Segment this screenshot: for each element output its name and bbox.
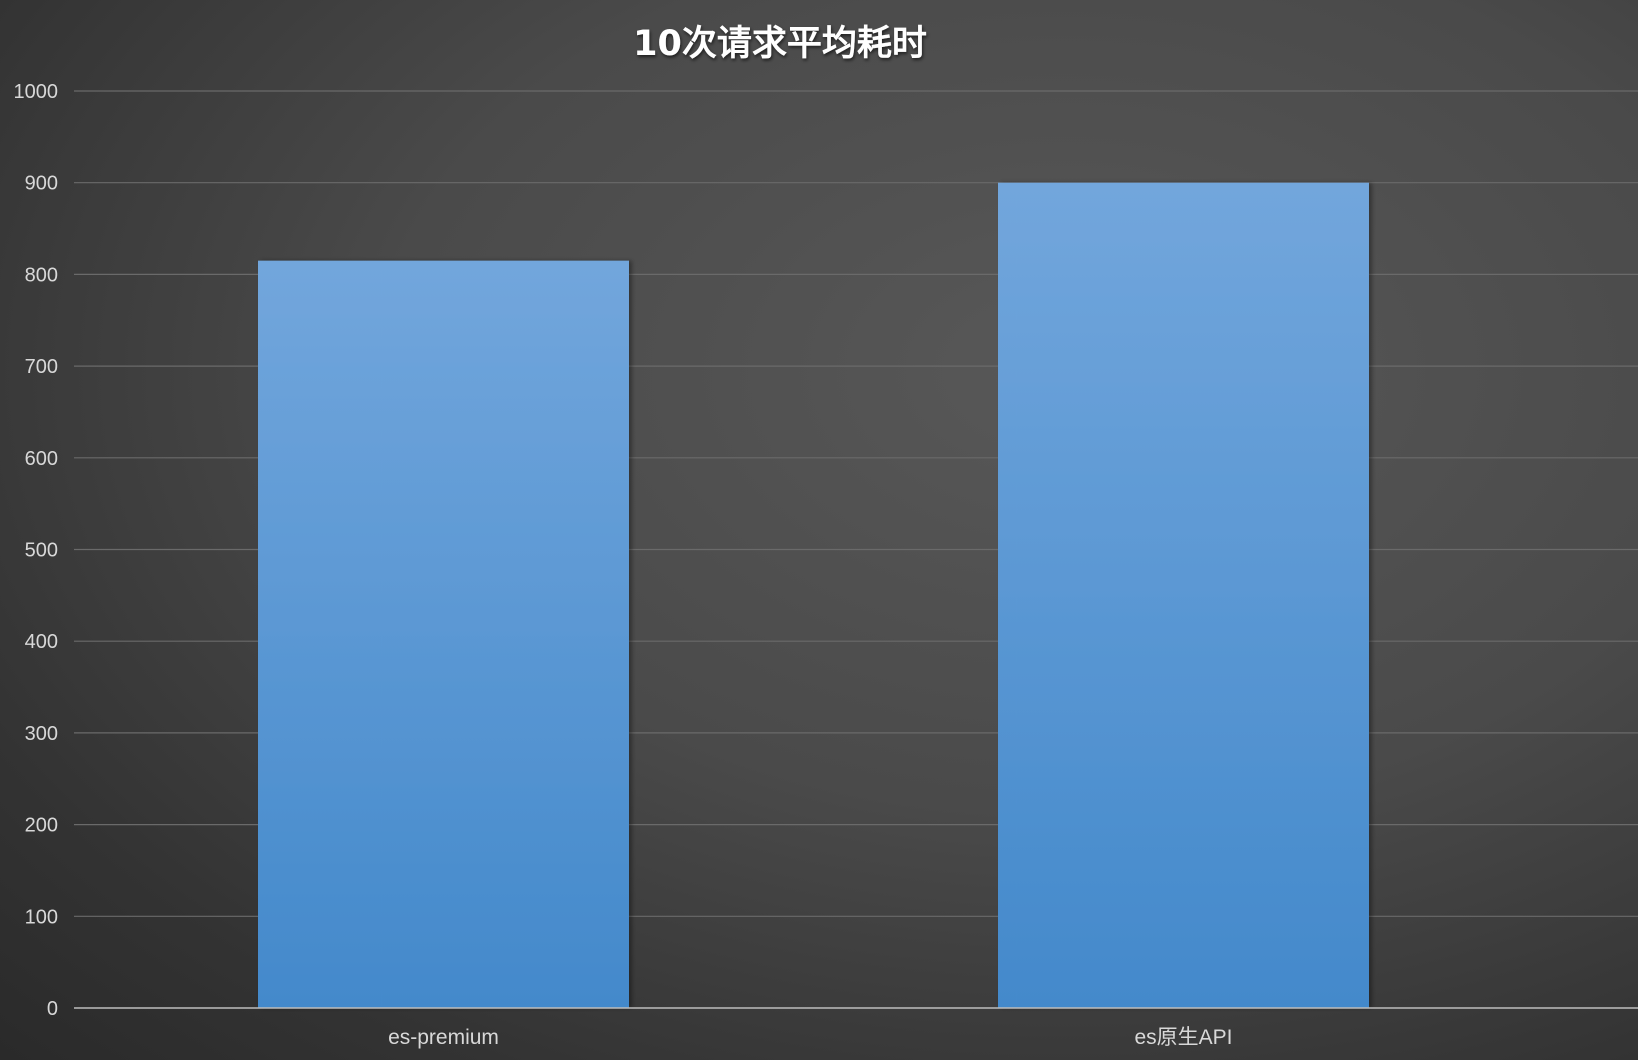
y-tick-label-1000: 1000 [14,81,59,103]
y-tick-label-300: 300 [25,723,58,745]
y-tick-label-900: 900 [25,173,58,195]
x-category-label-1: es-premium [388,1026,499,1049]
bar-2 [998,182,1369,1008]
y-tick-label-0: 0 [47,998,58,1020]
bars [258,182,1369,1008]
y-tick-label-200: 200 [25,815,58,837]
y-tick-label-400: 400 [25,631,58,653]
y-tick-label-500: 500 [25,540,58,562]
y-tick-label-600: 600 [25,448,58,470]
y-tick-label-100: 100 [25,906,58,928]
y-tick-label-800: 800 [25,264,58,286]
y-tick-label-700: 700 [25,356,58,378]
chart-title: 10次请求平均耗时 [633,24,927,64]
bar-1 [258,260,629,1008]
labels: 0 100 200 300 400 500 600 700 800 900 1000 es-premi… [14,81,1233,1049]
x-category-label-2: es原生API [1134,1026,1232,1049]
